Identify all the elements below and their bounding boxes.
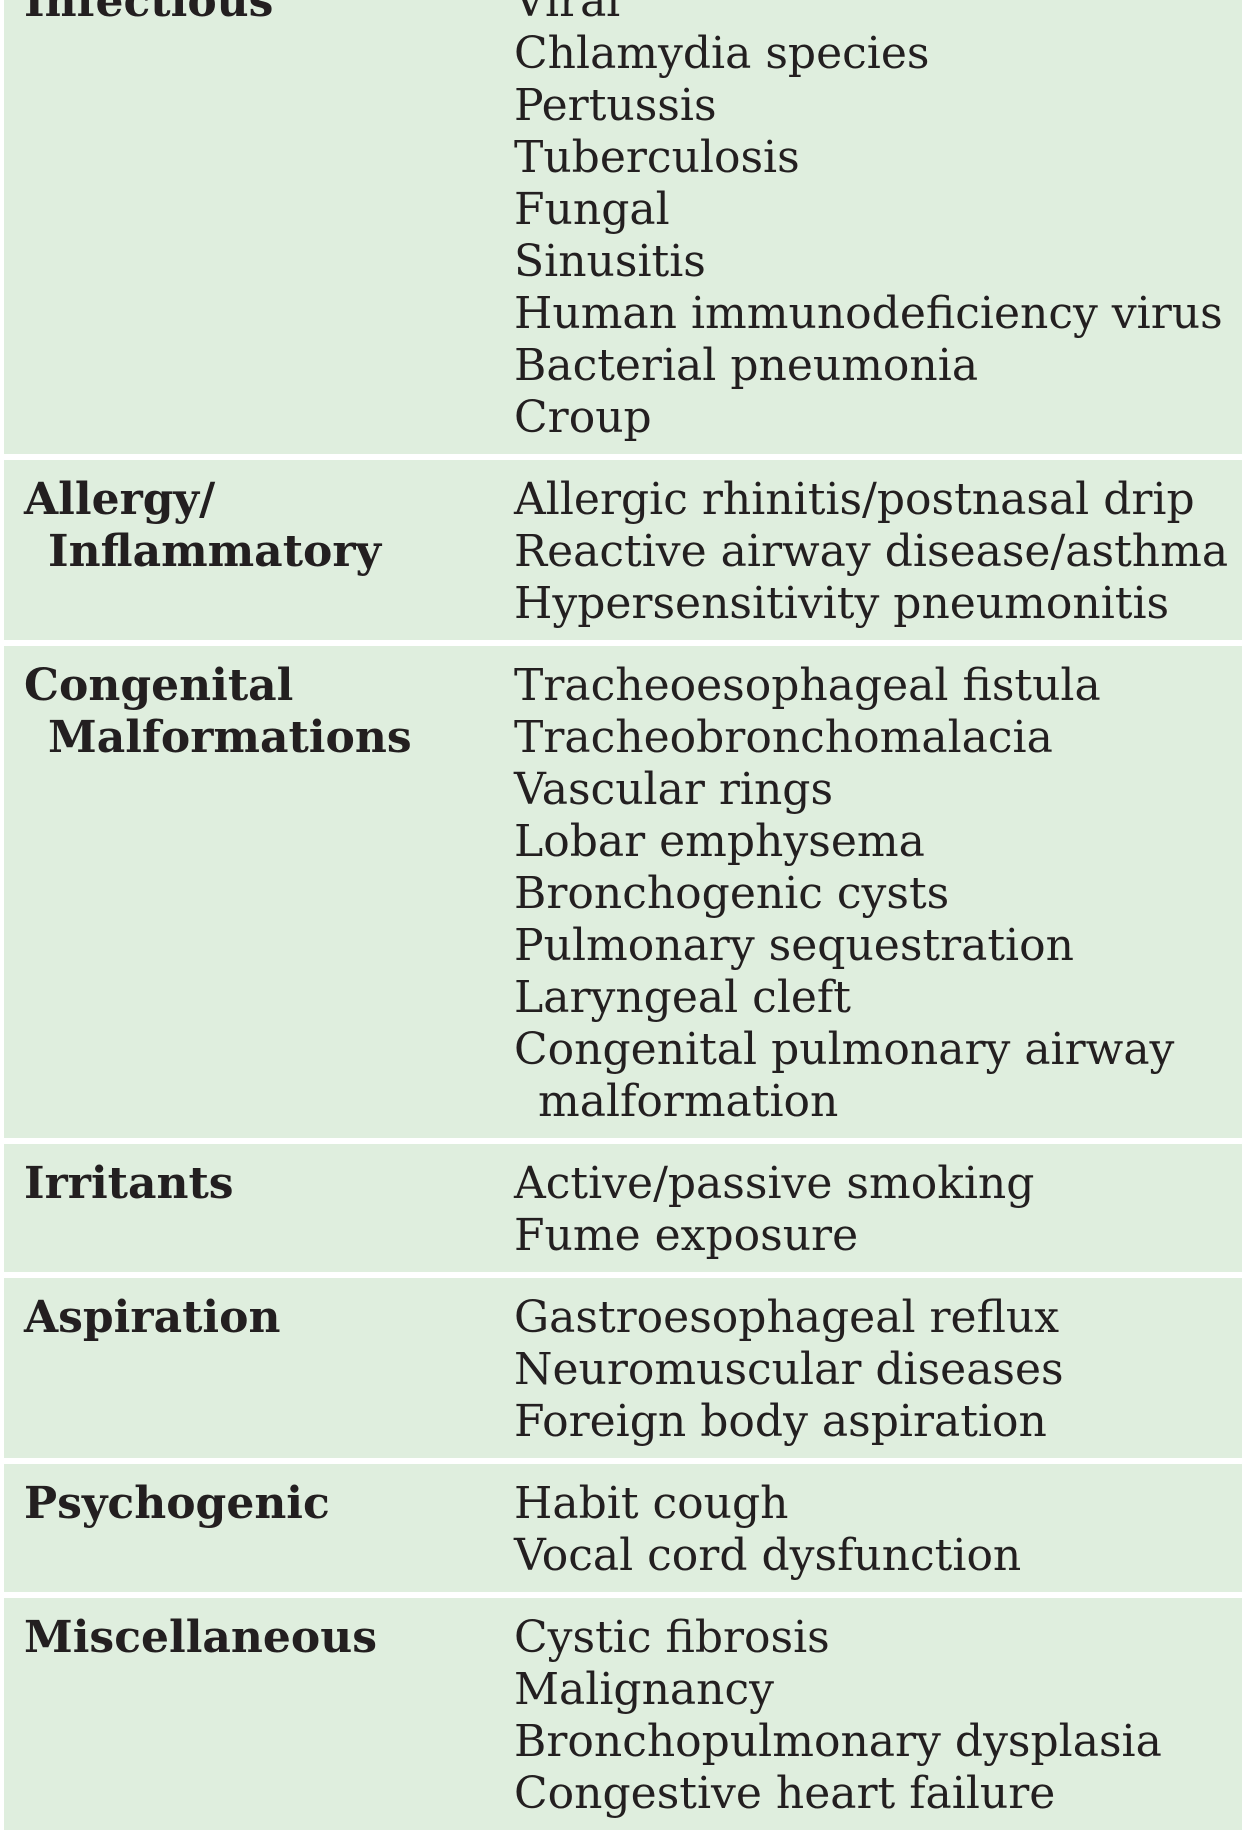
cause-item: Tracheoesophageal fistula (514, 660, 1101, 711)
category-label: Infectious (24, 0, 274, 27)
table-row: Aspiration Gastroesophageal reflux Neuromu… (4, 1278, 1242, 1458)
category-label: Congenital (24, 660, 294, 711)
category-label: Psychogenic (24, 1478, 330, 1529)
category-label: Miscellaneous (24, 1612, 378, 1663)
category-label: Malformations (48, 712, 412, 763)
table-row: Psychogenic Habit cough Vocal cord dysfunc… (4, 1464, 1242, 1592)
cause-item: Viral (514, 0, 621, 27)
causes-cell: Active/passive smoking Fume exposure (514, 1158, 1234, 1262)
causes-cell: Cystic fibrosis Malignancy Bronchopulmonar… (514, 1612, 1234, 1820)
cause-item: Tracheobronchomalacia (514, 712, 1053, 763)
table-row: Congenital Malformations Tracheoesophageal… (4, 646, 1242, 1138)
cause-item: Fume exposure (514, 1210, 859, 1261)
causes-cell: Allergic rhinitis/postnasal drip Reactive… (514, 474, 1234, 630)
causes-cell: Viral Chlamydia species Pertussis Tuberculo… (514, 0, 1234, 444)
cause-item: Human immunodeficiency virus (514, 288, 1223, 339)
cause-item: Allergic rhinitis/postnasal drip (514, 474, 1195, 525)
cause-item: Cystic fibrosis (514, 1612, 830, 1663)
cause-item: Gastroesophageal reflux (514, 1292, 1060, 1343)
cause-item: Laryngeal cleft (514, 972, 851, 1023)
table-row: Irritants Active/passive smoking Fume expo… (4, 1144, 1242, 1272)
cause-item: Bacterial pneumonia (514, 340, 979, 391)
cause-item: Bronchogenic cysts (514, 868, 950, 919)
cause-item: Tuberculosis (514, 132, 800, 183)
category-label: Inflammatory (48, 526, 382, 577)
table-row: Infectious Viral Chlamydia species Pertussi… (4, 0, 1242, 454)
cause-item: Habit cough (514, 1478, 789, 1529)
cause-item: Malignancy (514, 1664, 775, 1715)
category-cell: Miscellaneous (24, 1612, 484, 1664)
category-cell: Aspiration (24, 1292, 484, 1344)
cause-item: Pulmonary sequestration (514, 920, 1074, 971)
cough-etiology-table: Infectious Viral Chlamydia species Pertussi… (4, 0, 1242, 1842)
cause-item: Chlamydia species (514, 28, 930, 79)
cause-item: Foreign body aspiration (514, 1396, 1047, 1447)
causes-cell: Habit cough Vocal cord dysfunction (514, 1478, 1234, 1582)
category-cell: Infectious (24, 0, 484, 28)
cause-item: Croup (514, 392, 652, 443)
category-label: Irritants (24, 1158, 234, 1209)
cause-item: Bronchopulmonary dysplasia (514, 1716, 1162, 1767)
cause-item: Sinusitis (514, 236, 706, 287)
cause-item: malformation (538, 1076, 839, 1127)
cause-item: Vascular rings (514, 764, 834, 815)
category-cell: Allergy/Inflammatory (24, 474, 484, 578)
table-row: Miscellaneous Cystic fibrosis Malignancy Br… (4, 1598, 1242, 1830)
table-row: Allergy/Inflammatory Allergic rhinitis/po… (4, 460, 1242, 640)
category-cell: Psychogenic (24, 1478, 484, 1530)
cause-item: Congenital pulmonary airway (514, 1024, 1175, 1075)
cause-item: Reactive airway disease/asthma (514, 526, 1229, 577)
causes-cell: Gastroesophageal reflux Neuromuscular dis… (514, 1292, 1234, 1448)
cause-item: Hypersensitivity pneumonitis (514, 578, 1170, 629)
category-cell: Congenital Malformations (24, 660, 484, 764)
causes-cell: Tracheoesophageal fistula Tracheobronchom… (514, 660, 1234, 1128)
cause-item: Neuromuscular diseases (514, 1344, 1064, 1395)
cause-item: Fungal (514, 184, 670, 235)
category-label: Aspiration (24, 1292, 281, 1343)
cause-item: Active/passive smoking (514, 1158, 1035, 1209)
category-label: Allergy/ (24, 474, 216, 525)
category-cell: Irritants (24, 1158, 484, 1210)
cause-item: Vocal cord dysfunction (514, 1530, 1022, 1581)
cause-item: Congestive heart failure (514, 1768, 1056, 1819)
cause-item: Lobar emphysema (514, 816, 925, 867)
cause-item: Pertussis (514, 80, 717, 131)
